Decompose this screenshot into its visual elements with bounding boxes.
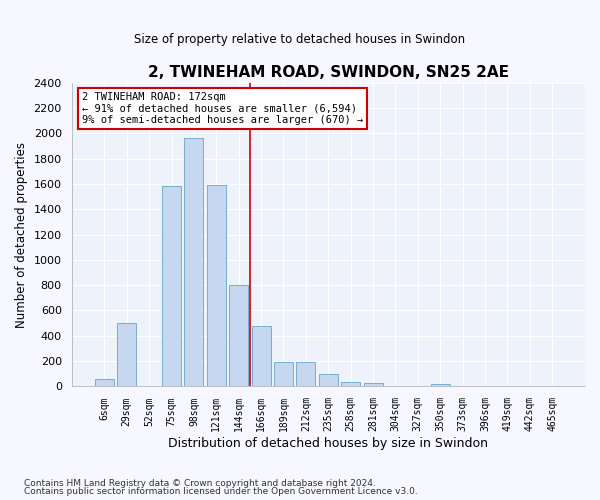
Bar	[229, 285, 248, 386]
Text: Contains public sector information licensed under the Open Government Licence v3: Contains public sector information licen…	[24, 487, 418, 496]
Bar	[95, 379, 114, 386]
Y-axis label: Number of detached properties: Number of detached properties	[15, 142, 28, 328]
Bar	[319, 374, 338, 386]
Title: 2, TWINEHAM ROAD, SWINDON, SN25 2AE: 2, TWINEHAM ROAD, SWINDON, SN25 2AE	[148, 65, 509, 80]
Text: Size of property relative to detached houses in Swindon: Size of property relative to detached ho…	[134, 32, 466, 46]
X-axis label: Distribution of detached houses by size in Swindon: Distribution of detached houses by size …	[168, 437, 488, 450]
Bar	[162, 186, 181, 386]
Bar	[364, 382, 383, 386]
Bar	[431, 384, 450, 386]
Bar	[274, 362, 293, 386]
Bar	[207, 185, 226, 386]
Bar	[117, 323, 136, 386]
Bar	[184, 138, 203, 386]
Text: Contains HM Land Registry data © Crown copyright and database right 2024.: Contains HM Land Registry data © Crown c…	[24, 478, 376, 488]
Text: 2 TWINEHAM ROAD: 172sqm
← 91% of detached houses are smaller (6,594)
9% of semi-: 2 TWINEHAM ROAD: 172sqm ← 91% of detache…	[82, 92, 363, 125]
Bar	[341, 382, 360, 386]
Bar	[296, 362, 316, 386]
Bar	[251, 326, 271, 386]
